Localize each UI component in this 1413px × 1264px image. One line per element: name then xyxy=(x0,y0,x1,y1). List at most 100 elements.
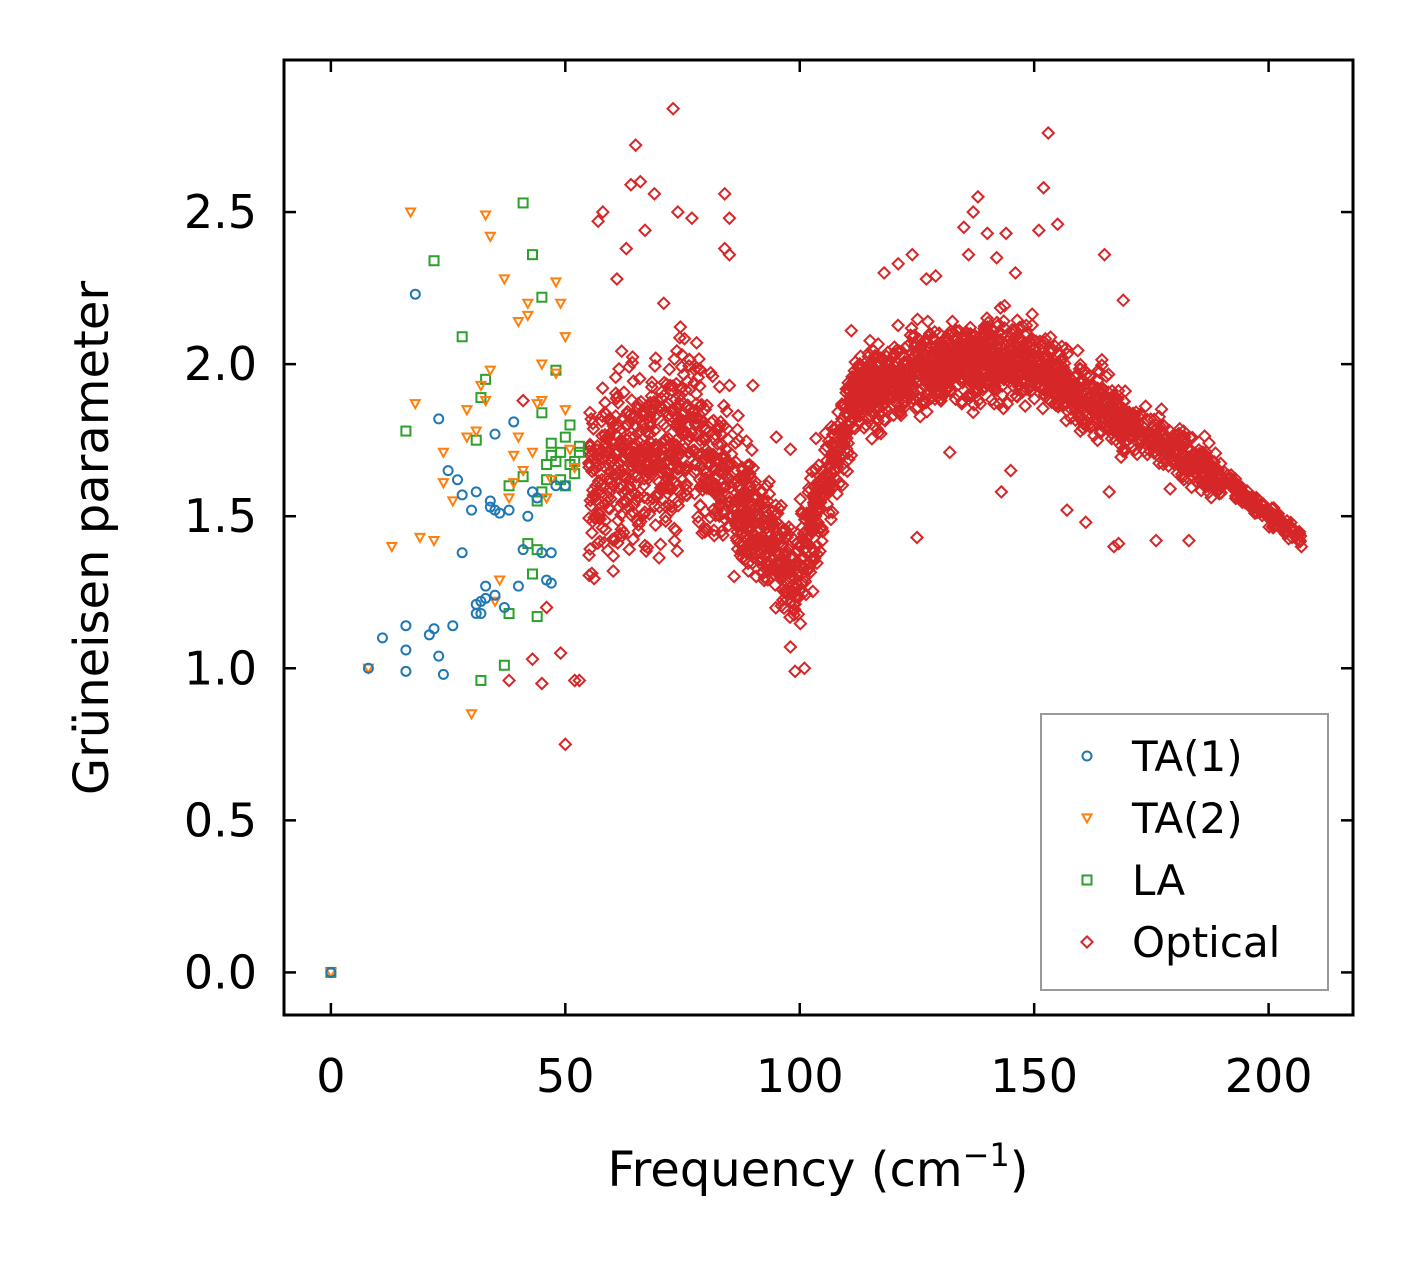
data-point xyxy=(1008,265,1023,280)
optical-point xyxy=(595,409,610,424)
optical-point xyxy=(914,358,929,373)
optical-point xyxy=(1138,399,1153,414)
optical-point xyxy=(773,554,789,569)
optical-point xyxy=(644,375,660,390)
data-point xyxy=(647,186,662,201)
y-tick-label: 0.0 xyxy=(184,945,257,999)
optical-point xyxy=(728,455,743,470)
optical-point xyxy=(647,358,662,374)
x-tick-label: 200 xyxy=(1225,1049,1313,1103)
optical-point xyxy=(721,432,736,447)
optical-point xyxy=(652,500,667,515)
optical-point xyxy=(625,467,641,482)
optical-point xyxy=(716,450,731,466)
optical-point xyxy=(640,439,655,454)
optical-point xyxy=(1140,412,1155,427)
y-axis-label: Grüneisen parameter xyxy=(64,281,120,796)
optical-point xyxy=(754,546,769,561)
data-point xyxy=(479,210,492,222)
optical-point xyxy=(832,449,847,464)
optical-point xyxy=(979,345,994,360)
optical-point xyxy=(1180,454,1195,469)
x-tick-label: 150 xyxy=(990,1049,1078,1103)
data-point xyxy=(633,174,648,189)
optical-point xyxy=(1038,350,1053,365)
optical-point xyxy=(872,374,887,389)
optical-point xyxy=(984,392,999,407)
optical-point xyxy=(705,450,720,465)
data-point xyxy=(404,207,417,219)
optical-point xyxy=(636,415,651,430)
y-tick-label: 2.0 xyxy=(184,337,257,391)
optical-point xyxy=(970,376,985,391)
data-point xyxy=(1050,217,1065,232)
optical-point xyxy=(996,314,1011,329)
optical-point xyxy=(614,344,629,359)
data-point xyxy=(517,471,529,483)
optical-point xyxy=(1197,429,1212,444)
data-point xyxy=(385,542,399,554)
optical-point xyxy=(734,544,749,559)
optical-point xyxy=(597,535,612,550)
optical-point xyxy=(756,565,771,580)
optical-point xyxy=(899,362,914,377)
optical-point xyxy=(696,472,712,487)
optical-point xyxy=(592,534,607,549)
optical-point xyxy=(624,393,639,408)
optical-point xyxy=(644,380,659,395)
optical-point xyxy=(912,365,927,380)
data-point xyxy=(549,368,563,380)
optical-point xyxy=(599,436,614,451)
optical-point xyxy=(804,464,820,479)
optical-point xyxy=(630,514,645,529)
optical-point xyxy=(1220,468,1235,483)
optical-point xyxy=(587,571,602,586)
optical-point xyxy=(1173,438,1188,453)
optical-point xyxy=(736,494,751,509)
optical-point xyxy=(605,414,620,429)
optical-point xyxy=(752,534,767,550)
data-point xyxy=(433,413,445,425)
data-point xyxy=(516,393,531,408)
optical-point xyxy=(1142,437,1157,452)
optical-point xyxy=(626,374,641,389)
optical-point xyxy=(681,358,697,373)
data-point xyxy=(609,271,624,287)
optical-point xyxy=(887,367,902,382)
optical-point xyxy=(1059,413,1074,428)
data-point xyxy=(498,274,511,286)
optical-point xyxy=(614,522,629,537)
optical-point xyxy=(811,458,826,473)
optical-point xyxy=(606,479,621,494)
optical-point xyxy=(808,431,823,446)
optical-point xyxy=(645,491,660,506)
optical-point xyxy=(882,363,897,378)
optical-point xyxy=(955,337,971,352)
optical-point xyxy=(873,351,888,366)
data-point xyxy=(905,247,920,262)
optical-point xyxy=(948,332,963,347)
data-point xyxy=(516,465,530,478)
optical-point xyxy=(1103,421,1118,436)
data-point xyxy=(554,298,567,310)
data-point xyxy=(466,504,478,516)
data-point xyxy=(656,296,671,311)
optical-point xyxy=(973,396,988,411)
data-point xyxy=(325,966,337,978)
optical-point xyxy=(772,501,787,516)
optical-point xyxy=(960,389,975,404)
data-point xyxy=(465,709,478,721)
optical-point xyxy=(631,396,646,411)
optical-point xyxy=(1116,394,1131,409)
optical-point xyxy=(658,432,673,447)
data-point xyxy=(1261,506,1276,521)
x-axis-label: Frequency (cm−1) xyxy=(607,1136,1028,1198)
data-point xyxy=(508,416,520,428)
data-point xyxy=(553,646,568,661)
optical-point xyxy=(665,379,681,394)
optical-point xyxy=(727,569,742,584)
data-point xyxy=(494,507,506,519)
optical-point xyxy=(774,598,789,614)
data-point xyxy=(1181,533,1196,548)
optical-point xyxy=(786,607,802,622)
